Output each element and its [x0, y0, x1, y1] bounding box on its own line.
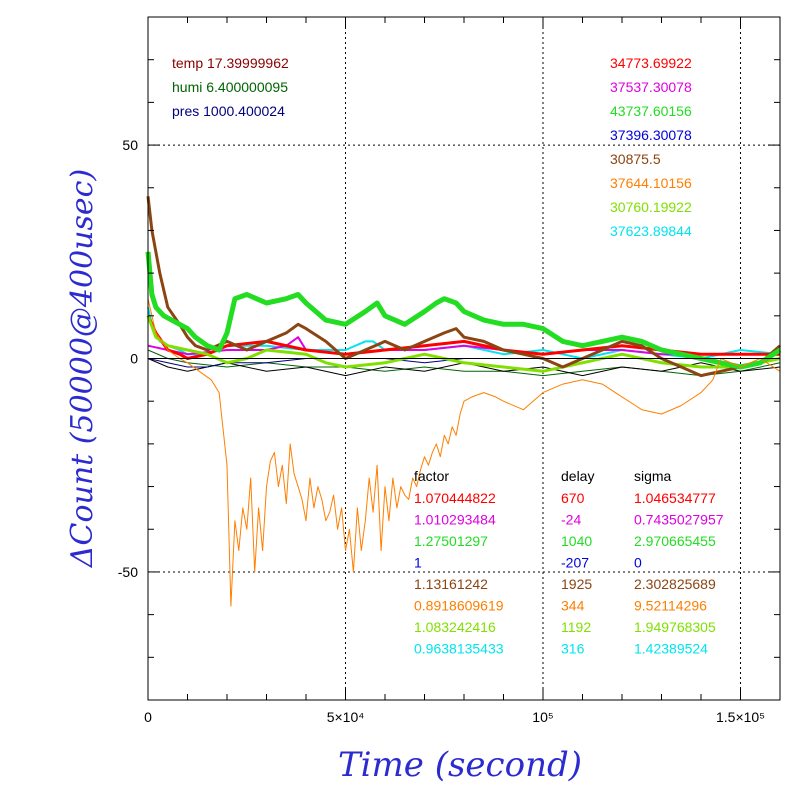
legend-value: 37623.89844: [610, 223, 692, 239]
legend-values: 34773.69922 37537.30078 43737.60156 37396.3…: [610, 55, 692, 239]
table-cell-factor: 1.070444822: [414, 490, 496, 506]
series-line-9: [147, 298, 781, 607]
table-cell-sigma: 1.949768305: [634, 619, 716, 635]
table-cell-sigma: 2.970665455: [634, 533, 716, 549]
legend-value: 30875.5: [610, 151, 661, 167]
table-header: factor: [414, 468, 449, 484]
legend-value: 37644.10156: [610, 175, 692, 191]
table-cell-sigma: 0: [634, 555, 642, 571]
table-cell-delay: 316: [561, 641, 585, 657]
y-tick-label: -50: [118, 564, 138, 580]
table-cell-delay: 1040: [561, 533, 592, 549]
table-cell-factor: 0.8918609619: [414, 598, 504, 614]
legend-value: 34773.69922: [610, 55, 692, 71]
table-cell-factor: 1.010293484: [414, 512, 496, 528]
table-cell-factor: 1.27501297: [414, 533, 488, 549]
ticks: 50 0 -50 0 5×10⁴ 10⁵ 1.5×10⁵: [118, 17, 780, 725]
table-cell-factor: 1.13161242: [414, 576, 488, 592]
table-cell-delay: 1925: [561, 576, 592, 592]
table-cell-delay: 344: [561, 598, 585, 614]
table-cell-sigma: 1.42389524: [634, 641, 708, 657]
table-cell-factor: 1: [414, 555, 422, 571]
table-cell-factor: 1.083242416: [414, 619, 496, 635]
y-tick-label: 0: [130, 351, 138, 367]
table-header: sigma: [634, 468, 672, 484]
parameter-table: factor delay sigma 1.070444822 670 1.04653477…: [414, 468, 724, 657]
x-axis-title: Time (second): [338, 745, 582, 785]
series-line-7: [146, 196, 781, 378]
x-tick-label: 5×10⁴: [327, 709, 365, 725]
env-readings: temp 17.39999962 humi 6.400000095 pres 100…: [172, 55, 289, 119]
table-cell-delay: 1192: [561, 619, 591, 635]
legend-value: 37537.30078: [610, 79, 692, 95]
table-cell-delay: 670: [561, 490, 585, 506]
table-cell-sigma: 1.046534777: [634, 490, 716, 506]
legend-value: 37396.30078: [610, 127, 692, 143]
series-layer: [145, 196, 782, 607]
table-cell-factor: 0.9638135433: [414, 641, 504, 657]
table-cell-sigma: 9.52114296: [634, 598, 707, 614]
y-axis-title: ΔCount (50000@400usec): [65, 169, 100, 568]
table-cell-sigma: 2.302825689: [634, 576, 716, 592]
x-tick-label: 1.5×10⁵: [716, 709, 765, 725]
legend-value: 43737.60156: [610, 103, 692, 119]
table-cell-sigma: 0.7435027957: [634, 512, 724, 528]
x-tick-label: 0: [144, 709, 152, 725]
y-tick-label: 50: [122, 137, 138, 153]
series-line-8: [145, 251, 782, 370]
legend-value: 30760.19922: [610, 199, 692, 215]
table-cell-delay: -24: [561, 512, 581, 528]
x-tick-label: 10⁵: [532, 709, 553, 725]
table-header: delay: [561, 468, 594, 484]
series-line-0: [147, 349, 781, 377]
env-reading: temp 17.39999962: [172, 55, 289, 71]
env-reading: pres 1000.400024: [172, 103, 285, 119]
table-cell-delay: -207: [561, 555, 589, 571]
env-reading: humi 6.400000095: [172, 79, 288, 95]
